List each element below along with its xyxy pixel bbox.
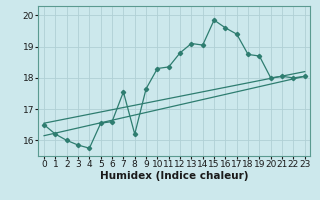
X-axis label: Humidex (Indice chaleur): Humidex (Indice chaleur) — [100, 171, 249, 181]
